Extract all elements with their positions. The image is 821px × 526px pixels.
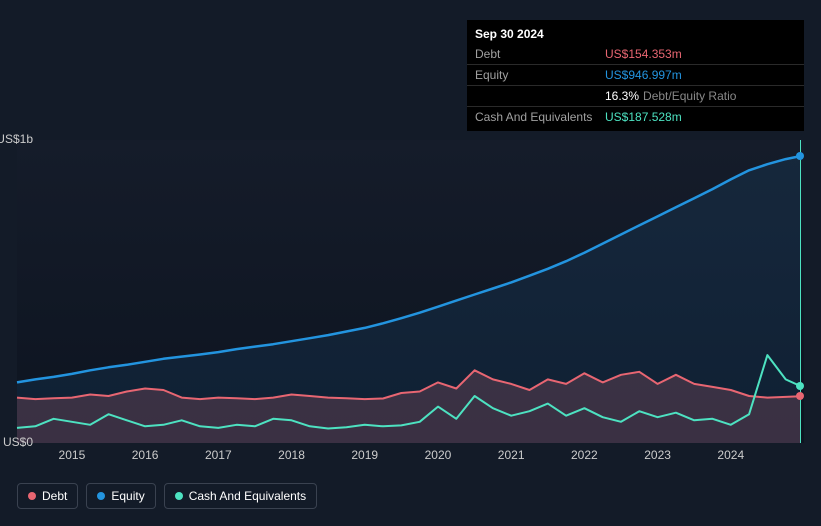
series-fill-equity [17,156,800,443]
series-end-dot [796,392,804,400]
chart-container: Sep 30 2024 DebtUS$154.353mEquityUS$946.… [0,0,821,526]
tooltip-value: US$154.353m [605,47,682,61]
series-end-dot [796,152,804,160]
legend-label: Debt [42,489,67,503]
legend-item-equity[interactable]: Equity [86,483,155,509]
legend-label: Cash And Equivalents [189,489,306,503]
x-axis-label: 2016 [132,448,159,462]
y-axis-label: US$0 [0,435,33,449]
x-axis-label: 2023 [644,448,671,462]
tooltip-label: Debt [475,47,605,61]
x-axis-label: 2022 [571,448,598,462]
legend-dot-icon [97,492,105,500]
x-axis-label: 2018 [278,448,305,462]
chart-plot-area[interactable] [17,140,804,443]
x-axis-label: 2020 [425,448,452,462]
tooltip-label: Cash And Equivalents [475,110,605,124]
tooltip-row: Cash And EquivalentsUS$187.528m [467,107,804,127]
tooltip-row: DebtUS$154.353m [467,44,804,65]
hover-tooltip: Sep 30 2024 DebtUS$154.353mEquityUS$946.… [467,20,804,131]
x-axis-label: 2021 [498,448,525,462]
x-axis-label: 2019 [351,448,378,462]
legend-dot-icon [28,492,36,500]
x-axis-label: 2015 [59,448,86,462]
tooltip-value: US$187.528m [605,110,682,124]
tooltip-extra: Debt/Equity Ratio [643,89,736,103]
tooltip-label: Equity [475,68,605,82]
x-axis-label: 2017 [205,448,232,462]
tooltip-row: EquityUS$946.997m [467,65,804,86]
x-axis: 2015 2016 2017 2018 2019 2020 2021 2022 2023 2024 [17,448,804,468]
chart-legend: Debt Equity Cash And Equivalents [17,483,317,509]
legend-item-cash-and-equivalents[interactable]: Cash And Equivalents [164,483,317,509]
series-end-dot [796,382,804,390]
tooltip-value: 16.3% [605,89,639,103]
y-axis-label: US$1b [0,132,33,146]
tooltip-row: 16.3% Debt/Equity Ratio [467,86,804,107]
tooltip-value: US$946.997m [605,68,682,82]
legend-label: Equity [111,489,144,503]
tooltip-label [475,89,605,103]
legend-dot-icon [175,492,183,500]
legend-item-debt[interactable]: Debt [17,483,78,509]
x-axis-label: 2024 [717,448,744,462]
tooltip-date: Sep 30 2024 [467,24,804,44]
